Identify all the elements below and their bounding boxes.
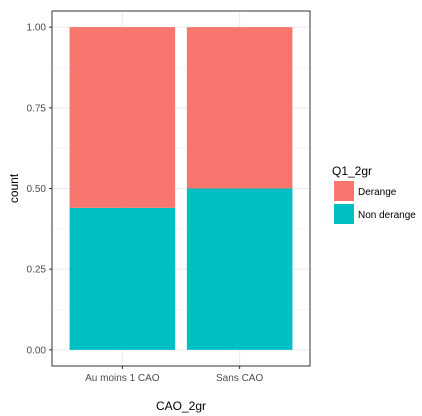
bar-non-derange-1 (69, 207, 176, 350)
legend-key-non-derange (334, 204, 354, 224)
bar-non-derange-2 (186, 188, 293, 350)
legend: Q1_2gr Derange Non derange (332, 164, 416, 224)
bar-derange-1 (69, 27, 176, 208)
y-tick-label: 0.75 (27, 103, 47, 114)
bars (69, 27, 293, 350)
y-tick-label: 1.00 (27, 23, 47, 34)
legend-title: Q1_2gr (332, 164, 372, 178)
legend-items: Derange Non derange (334, 181, 416, 224)
y-tick-label: 0.50 (27, 184, 47, 195)
y-tick-label: 0.00 (27, 345, 47, 356)
plot-panel (51, 10, 311, 367)
legend-key-derange (334, 181, 354, 201)
bar-derange-2 (186, 27, 293, 189)
y-axis-title: count (7, 173, 21, 203)
x-axis: Au moins 1 CAO Sans CAO (85, 366, 263, 384)
x-axis-title: CAO_2gr (156, 399, 206, 413)
y-tick-label: 0.25 (27, 265, 47, 276)
x-tick-label: Sans CAO (216, 373, 263, 384)
x-tick-label: Au moins 1 CAO (85, 373, 160, 384)
legend-label-derange: Derange (358, 187, 397, 198)
legend-label-non-derange: Non derange (358, 210, 416, 221)
y-axis: 0.00 0.25 0.50 0.75 1.00 (27, 23, 52, 356)
